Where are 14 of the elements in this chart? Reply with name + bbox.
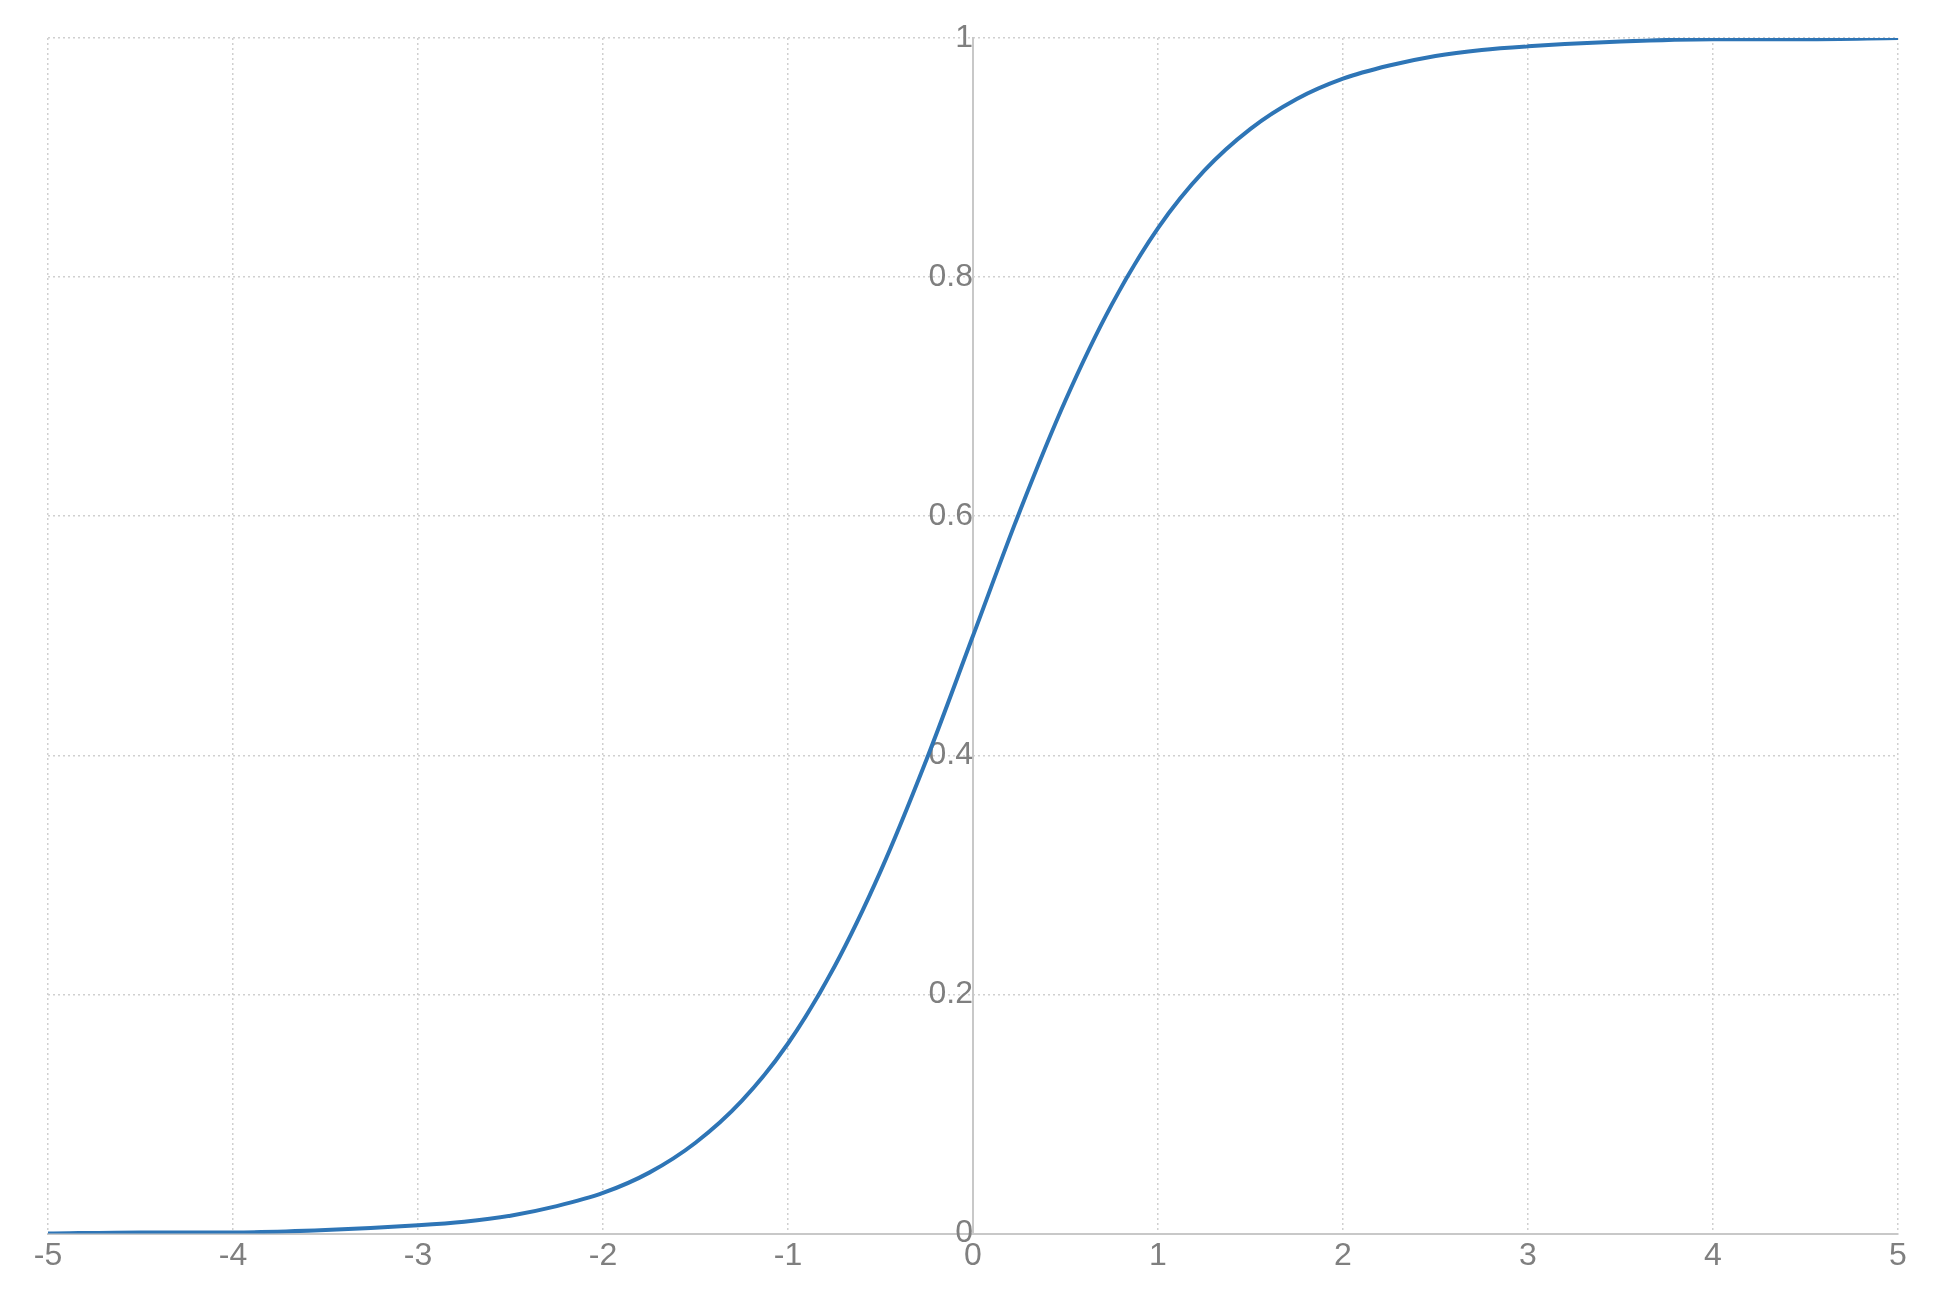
x-tick-label: 2 xyxy=(1334,1235,1352,1272)
x-tick-label: 4 xyxy=(1704,1235,1722,1272)
y-tick-label: 0.6 xyxy=(928,496,973,533)
x-tick-label: 3 xyxy=(1519,1235,1537,1272)
y-tick-label: 1 xyxy=(955,17,973,54)
x-tick-label: 1 xyxy=(1149,1235,1167,1272)
y-tick-label: 0.2 xyxy=(928,974,973,1011)
x-tick-label: -2 xyxy=(588,1235,618,1272)
y-tick-label: 0.8 xyxy=(928,256,973,293)
x-tick-label: -4 xyxy=(218,1235,248,1272)
x-tick-label: 5 xyxy=(1889,1235,1907,1272)
x-tick-label: -5 xyxy=(33,1235,63,1272)
x-tick-label: -1 xyxy=(773,1235,803,1272)
x-tick-label: -3 xyxy=(403,1235,433,1272)
